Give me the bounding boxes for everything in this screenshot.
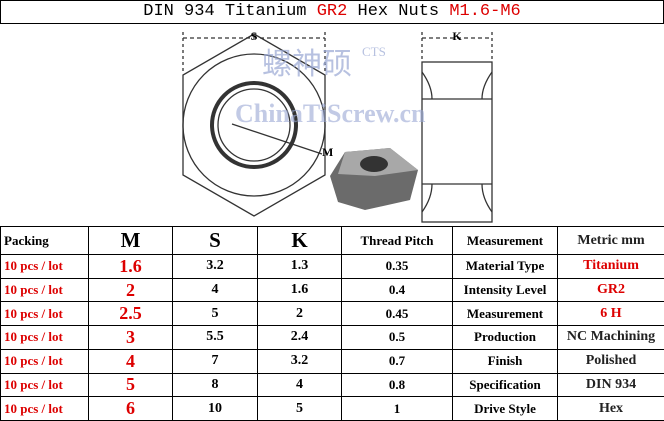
table-cell: 10 pcs / lot xyxy=(0,325,89,350)
table-cell: 0.8 xyxy=(341,372,453,398)
dim-label: K xyxy=(452,29,462,43)
table-cell: 5 xyxy=(257,396,342,421)
table-cell: 6 H xyxy=(557,301,664,327)
chamfer xyxy=(421,71,493,213)
table-cell: 6 xyxy=(88,396,173,421)
leader xyxy=(231,123,323,155)
dim-label: S xyxy=(251,29,258,43)
table-cell: Polished xyxy=(557,348,664,374)
table-cell: 5.5 xyxy=(172,325,258,350)
table-cell: NC Machining xyxy=(557,325,664,350)
table-cell: 2 xyxy=(257,301,342,327)
side-view xyxy=(421,61,493,223)
table-cell: Material Type xyxy=(452,254,558,279)
table-cell: 0.35 xyxy=(341,254,453,279)
title-grade: GR2 xyxy=(316,2,348,21)
table-cell: Measurement xyxy=(452,301,558,327)
nut-photo xyxy=(330,148,418,210)
thread-ring xyxy=(210,81,298,169)
table-cell: 4 xyxy=(172,277,258,303)
table-row: 10 pcs / lot 6 10 5 1 Drive Style Hex xyxy=(0,396,664,421)
table-cell: 10 pcs / lot xyxy=(0,372,89,398)
spec-table: Packing M S K Thread Pitch Measurement Metric … xyxy=(0,225,664,421)
table-row: 10 pcs / lot 4 7 3.2 0.7 Finish Polished xyxy=(0,348,664,374)
table-cell: Intensity Level xyxy=(452,277,558,303)
table-cell: Metric mm xyxy=(557,225,664,256)
table-cell: 1.6 xyxy=(88,254,173,279)
hex-outline xyxy=(182,33,326,217)
table-cell: Specification xyxy=(452,372,558,398)
table-row: 10 pcs / lot 2 4 1.6 0.4 Intensity Level GR2 xyxy=(0,277,664,303)
table-cell: 3.2 xyxy=(257,348,342,374)
table-row: 10 pcs / lot 1.6 3.2 1.3 0.35 Material Type Ti… xyxy=(0,254,664,279)
table-cell: 1.6 xyxy=(257,277,342,303)
title-text: DIN 934 Titanium xyxy=(143,2,307,21)
table-cell: 4 xyxy=(257,372,342,398)
title-bar: DIN 934 Titanium GR2 Hex Nuts M1.6-M6 xyxy=(0,0,664,24)
table-cell: 8 xyxy=(172,372,258,398)
table-cell: Measurement xyxy=(452,225,558,256)
watermark: ChinaTiScrew.cn xyxy=(235,99,426,128)
table-cell: 10 pcs / lot xyxy=(0,396,89,421)
table-cell: Finish xyxy=(452,348,558,374)
table-cell: 3.2 xyxy=(172,254,258,279)
table-cell: M xyxy=(88,225,173,256)
table-cell: 2 xyxy=(88,277,173,303)
table-cell: 10 pcs / lot xyxy=(0,301,89,327)
table-cell: 0.4 xyxy=(341,277,453,303)
table-cell: 2.5 xyxy=(88,301,173,327)
table-row: 10 pcs / lot 5 8 4 0.8 Specification DIN 934 xyxy=(0,372,664,398)
title-text: Hex Nuts xyxy=(357,2,440,21)
table-cell: 1.3 xyxy=(257,254,342,279)
watermark: CTS xyxy=(362,44,386,59)
table-cell: 10 xyxy=(172,396,258,421)
table-cell: K xyxy=(257,225,342,256)
table-cell: Drive Style xyxy=(452,396,558,421)
table-cell: 7 xyxy=(172,348,258,374)
table-cell: DIN 934 xyxy=(557,372,664,398)
table-cell: 10 pcs / lot xyxy=(0,254,89,279)
table-cell: 0.5 xyxy=(341,325,453,350)
bore xyxy=(217,88,291,162)
table-cell: 2.4 xyxy=(257,325,342,350)
table-cell: 0.7 xyxy=(341,348,453,374)
table-cell: Thread Pitch xyxy=(341,225,453,256)
table-cell: Packing xyxy=(0,225,89,256)
table-cell: 1 xyxy=(341,396,453,421)
table-cell: GR2 xyxy=(557,277,664,303)
table-cell: 10 pcs / lot xyxy=(0,277,89,303)
title-range: M1.6-M6 xyxy=(449,2,521,21)
table-cell: S xyxy=(172,225,258,256)
table-cell: 0.45 xyxy=(341,301,453,327)
table-cell: 3 xyxy=(88,325,173,350)
watermark: 螺神硕 xyxy=(262,48,352,81)
table-cell: 4 xyxy=(88,348,173,374)
nut-drawing: S K M 螺神硕 CTS ChinaTiScrew.cn xyxy=(182,29,493,223)
table-cell: Titanium xyxy=(557,254,664,279)
chamfer-circle xyxy=(182,53,326,197)
table-row: 10 pcs / lot 3 5.5 2.4 0.5 Production NC Machi… xyxy=(0,325,664,350)
table-cell: 5 xyxy=(172,301,258,327)
table-cell: 10 pcs / lot xyxy=(0,348,89,374)
table-cell: 5 xyxy=(88,372,173,398)
table-cell: Production xyxy=(452,325,558,350)
table-row: Packing M S K Thread Pitch Measurement Metric … xyxy=(0,225,664,256)
table-cell: Hex xyxy=(557,396,664,421)
dim-label: M xyxy=(322,145,333,159)
table-row: 10 pcs / lot 2.5 5 2 0.45 Measurement 6 H xyxy=(0,301,664,327)
